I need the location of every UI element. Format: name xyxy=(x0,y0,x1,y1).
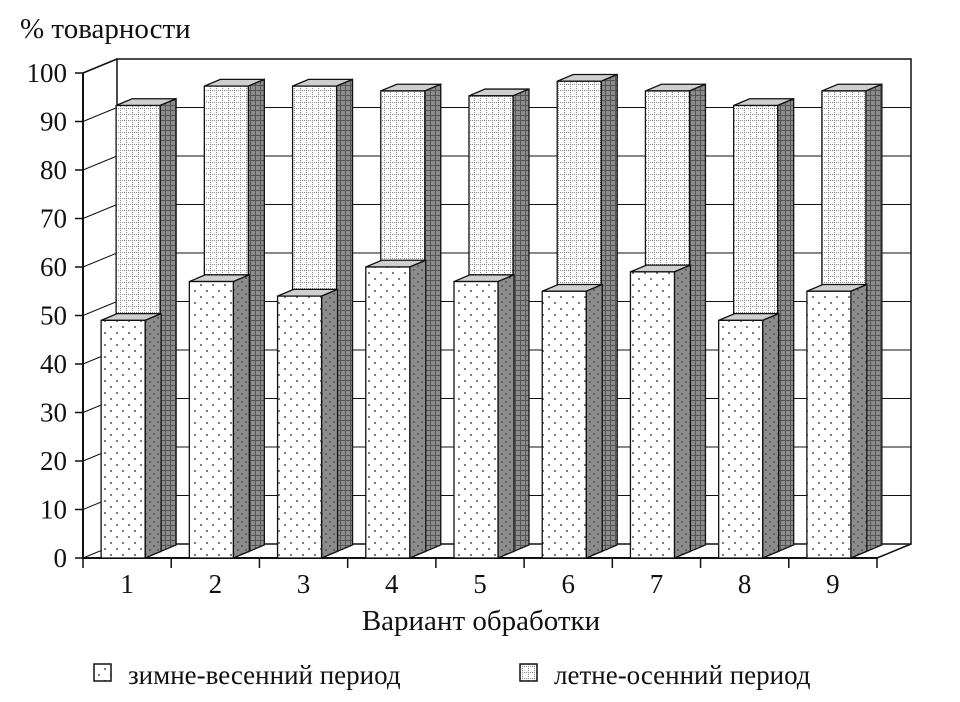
gridline-diagonal xyxy=(82,301,118,316)
y-tick-label: 50 xyxy=(40,301,67,331)
bar-winter-spring-8-front xyxy=(718,319,764,559)
bar-winter-spring-9-front xyxy=(806,290,852,559)
x-axis-title: Вариант обработки xyxy=(362,605,600,637)
bar-group-4 xyxy=(365,83,442,559)
bar-group-6 xyxy=(541,73,618,559)
bar-summer-autumn-6-side xyxy=(600,73,618,553)
x-tick-label: 7 xyxy=(650,569,664,599)
x-tick-label: 9 xyxy=(826,569,840,599)
x-tick-label: 8 xyxy=(738,569,752,599)
bar-winter-spring-7-front xyxy=(629,271,676,559)
legend: зимне-весенний период летне-осенний пери… xyxy=(93,660,811,690)
bar-winter-spring-5-front xyxy=(453,280,499,559)
y-tick-label: 20 xyxy=(40,446,67,476)
y-tick-label: 100 xyxy=(27,58,68,88)
bar-summer-autumn-7-side xyxy=(688,83,707,553)
y-tick-label: 90 xyxy=(40,107,67,137)
bar-group-9 xyxy=(806,83,883,559)
gridline-diagonal xyxy=(82,252,118,268)
bar-winter-spring-6-side xyxy=(585,283,603,559)
bar-winter-spring-9-side xyxy=(850,283,868,559)
bar-winter-spring-4-front xyxy=(365,266,411,559)
bar-winter-spring-3-side xyxy=(320,288,339,559)
y-tick-label: 10 xyxy=(40,495,67,525)
bar-group-7 xyxy=(629,83,707,559)
bar-group-3 xyxy=(276,78,354,559)
y-tick-labels: 0 10 20 30 40 50 60 70 80 90 100 xyxy=(27,58,83,573)
bar-group-5 xyxy=(453,88,530,559)
floor-right-edge xyxy=(876,543,912,559)
y-axis-title: % товарности xyxy=(20,13,191,45)
gridline-diagonal xyxy=(82,155,118,171)
bars xyxy=(100,73,883,559)
legend-label-summer-autumn: летне-осенний период xyxy=(554,660,811,690)
x-tick-label: 6 xyxy=(561,569,575,599)
top-left-edge xyxy=(82,58,118,74)
y-tick-label: 40 xyxy=(40,349,67,379)
x-tick-label: 5 xyxy=(473,569,487,599)
bar-winter-spring-1-front xyxy=(100,319,146,559)
y-tick-label: 30 xyxy=(40,398,67,428)
x-tick-labels: 1 2 3 4 5 6 7 8 9 xyxy=(82,558,878,599)
bar-winter-spring-3-front xyxy=(276,295,323,559)
bar-summer-autumn-3-side xyxy=(335,78,354,553)
legend-label-winter-spring: зимне-весенний период xyxy=(128,660,401,690)
bar-group-1 xyxy=(100,97,177,559)
bar-winter-spring-2-side xyxy=(232,273,250,559)
bar-winter-spring-6-front xyxy=(541,290,587,559)
x-tick-label: 3 xyxy=(297,569,311,599)
bar-winter-spring-2-front xyxy=(188,280,234,559)
x-tick-label: 4 xyxy=(385,569,399,599)
y-tick-label: 70 xyxy=(40,204,67,234)
legend-swatch-winter-spring xyxy=(93,663,112,682)
x-tick-label: 1 xyxy=(120,569,134,599)
bar-group-2 xyxy=(188,78,265,559)
y-tick-label: 60 xyxy=(40,252,67,282)
x-tick-label: 2 xyxy=(209,569,223,599)
bar-winter-spring-4-side xyxy=(409,259,427,559)
bar-summer-autumn-4-side xyxy=(424,83,442,553)
y-tick-label: 0 xyxy=(54,543,68,573)
bar-summer-autumn-8-side xyxy=(777,97,795,553)
y-tick-label: 80 xyxy=(40,155,67,185)
legend-swatch-summer-autumn xyxy=(519,663,538,682)
bar-summer-autumn-5-side xyxy=(512,88,530,553)
bar-winter-spring-7-side xyxy=(673,264,692,559)
bar-summer-autumn-9-side xyxy=(865,83,883,553)
gridline-diagonal xyxy=(82,107,118,122)
bar-winter-spring-1-side xyxy=(144,312,162,559)
bar-summer-autumn-2-side xyxy=(247,78,265,553)
gridline-diagonal xyxy=(82,204,118,219)
bar-winter-spring-5-side xyxy=(497,273,515,559)
bar-summer-autumn-1-side xyxy=(159,97,177,553)
bar-group-8 xyxy=(718,97,795,559)
bar-winter-spring-8-side xyxy=(762,312,780,559)
